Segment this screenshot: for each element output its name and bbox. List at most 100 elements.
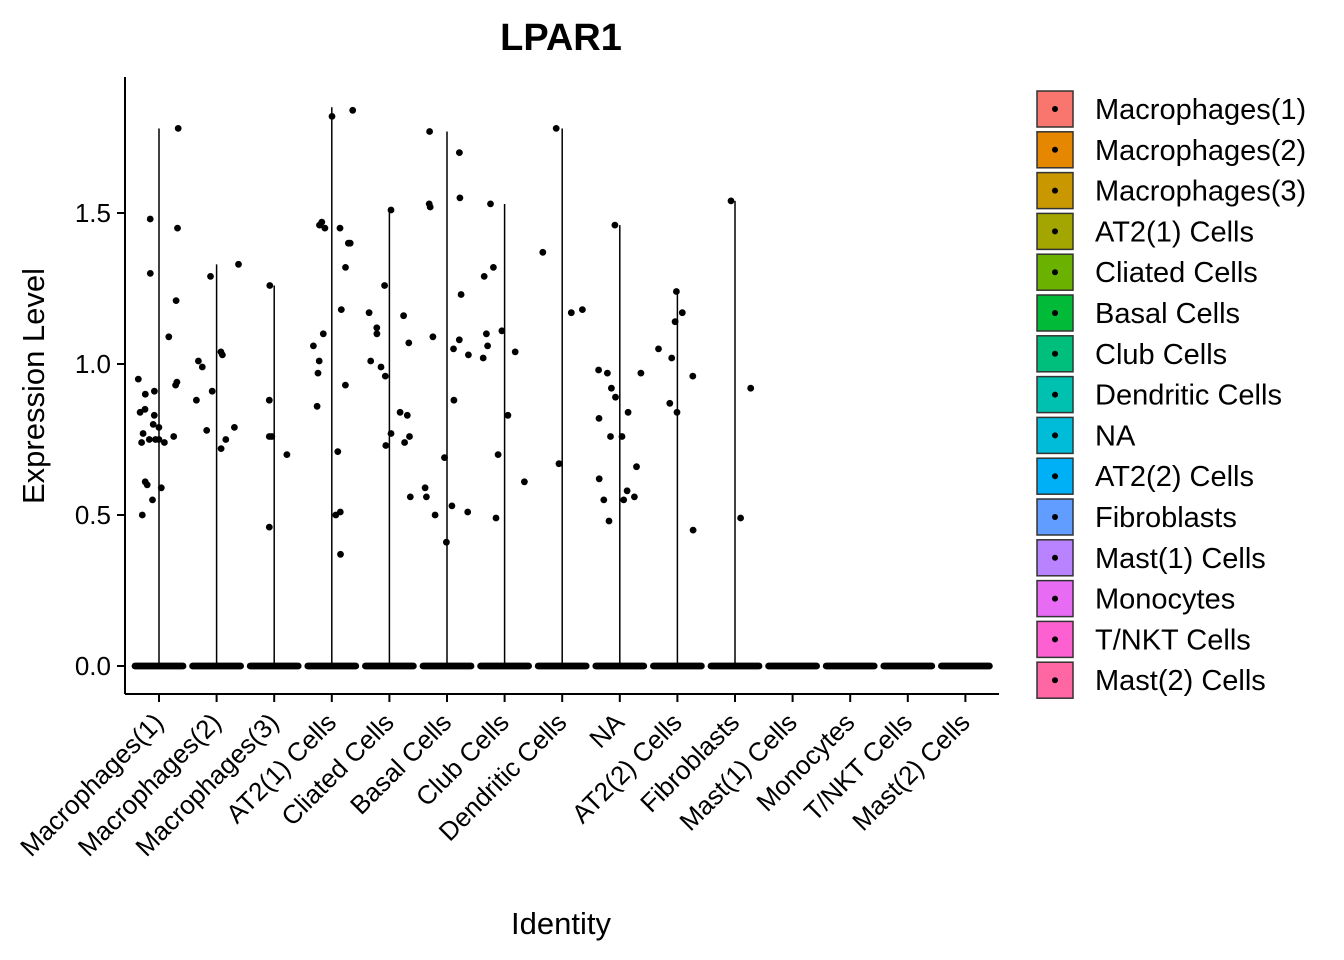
violin-group [880, 662, 936, 670]
data-point [165, 333, 173, 341]
violin-group [707, 197, 763, 670]
data-point [265, 523, 273, 531]
legend-label: NA [1095, 420, 1136, 452]
data-point [151, 387, 158, 395]
data-point [689, 372, 697, 380]
data-point [484, 342, 491, 350]
data-point [673, 408, 681, 416]
data-point [612, 393, 619, 401]
data-point [611, 221, 619, 229]
data-point [373, 330, 381, 338]
data-point [633, 463, 640, 471]
data-point [172, 381, 180, 389]
data-point [342, 381, 349, 389]
legend-item: Dendritic Cells [1036, 375, 1282, 414]
data-point [136, 408, 144, 416]
data-point [504, 411, 512, 419]
data-point [456, 149, 463, 157]
data-point [492, 514, 500, 522]
data-point [319, 330, 327, 338]
data-point [620, 496, 628, 504]
data-point [283, 451, 291, 458]
violin-group [592, 221, 648, 670]
data-point [595, 415, 603, 422]
legend-point [1052, 514, 1058, 520]
data-point [328, 113, 336, 120]
legend-item: Club Cells [1036, 335, 1227, 373]
data-point [426, 128, 433, 135]
data-point [406, 433, 413, 440]
data-point [321, 224, 329, 232]
data-point [689, 526, 697, 534]
data-point [146, 270, 154, 277]
data-point [498, 327, 506, 335]
data-point [608, 384, 615, 392]
data-point [265, 396, 273, 404]
data-point [150, 411, 158, 419]
legend-point [1052, 310, 1058, 316]
legend-label: AT2(1) Cells [1095, 216, 1254, 248]
data-point [352, 662, 360, 670]
data-point [387, 430, 395, 437]
data-point [631, 493, 638, 501]
data-point [666, 399, 674, 407]
data-point [203, 427, 211, 434]
data-point [336, 224, 344, 232]
legend-item: AT2(1) Cells [1036, 212, 1254, 251]
data-point [377, 363, 385, 371]
data-point [237, 662, 245, 670]
legend-point [1052, 554, 1058, 561]
data-point [600, 496, 608, 504]
data-point [464, 508, 472, 516]
legend-item: Macrophages(1) [1036, 90, 1306, 128]
data-point [582, 662, 590, 670]
data-point [141, 478, 149, 486]
data-point [456, 194, 464, 202]
data-point [313, 402, 321, 410]
y-tick-label: 1.5 [75, 198, 111, 228]
data-point [198, 363, 206, 371]
data-point [552, 124, 560, 132]
data-point [367, 357, 375, 365]
data-point [450, 396, 458, 404]
data-point [157, 484, 165, 492]
legend: Macrophages(1) Macrophages(2) Macrophages(… [1036, 90, 1306, 699]
legend-item: Macrophages(3) [1036, 171, 1306, 210]
data-point [487, 200, 494, 208]
data-point [605, 517, 613, 525]
data-point [265, 433, 273, 440]
legend-item: Macrophages(2) [1036, 131, 1306, 169]
legend-point [1052, 432, 1058, 439]
data-point [373, 324, 381, 332]
data-point [604, 369, 611, 377]
data-point [618, 433, 626, 440]
violin-group [765, 662, 820, 670]
data-point [195, 357, 202, 365]
data-point [231, 424, 238, 431]
data-point [928, 662, 936, 670]
data-point [170, 433, 178, 440]
legend-label: Basal Cells [1095, 298, 1240, 330]
data-point [318, 218, 326, 226]
data-point [490, 264, 497, 271]
data-point [381, 372, 389, 380]
legend-item: AT2(2) Cells [1036, 457, 1254, 495]
data-point [624, 408, 632, 416]
legend-label: AT2(2) Cells [1095, 461, 1254, 493]
violin-group [304, 106, 360, 670]
violin-group [246, 282, 302, 670]
data-point [465, 351, 472, 359]
data-point [755, 662, 763, 670]
data-point [365, 309, 373, 317]
legend-swatch [1036, 253, 1074, 291]
legend-item: Monocytes [1036, 579, 1235, 618]
chart-title: LPAR1 [500, 17, 622, 59]
legend-label: Fibroblasts [1095, 502, 1237, 534]
data-point [431, 511, 439, 519]
data-point [334, 448, 342, 455]
data-point [193, 396, 200, 404]
legend-point [1052, 473, 1058, 480]
data-point [145, 436, 153, 443]
data-point [235, 260, 242, 268]
